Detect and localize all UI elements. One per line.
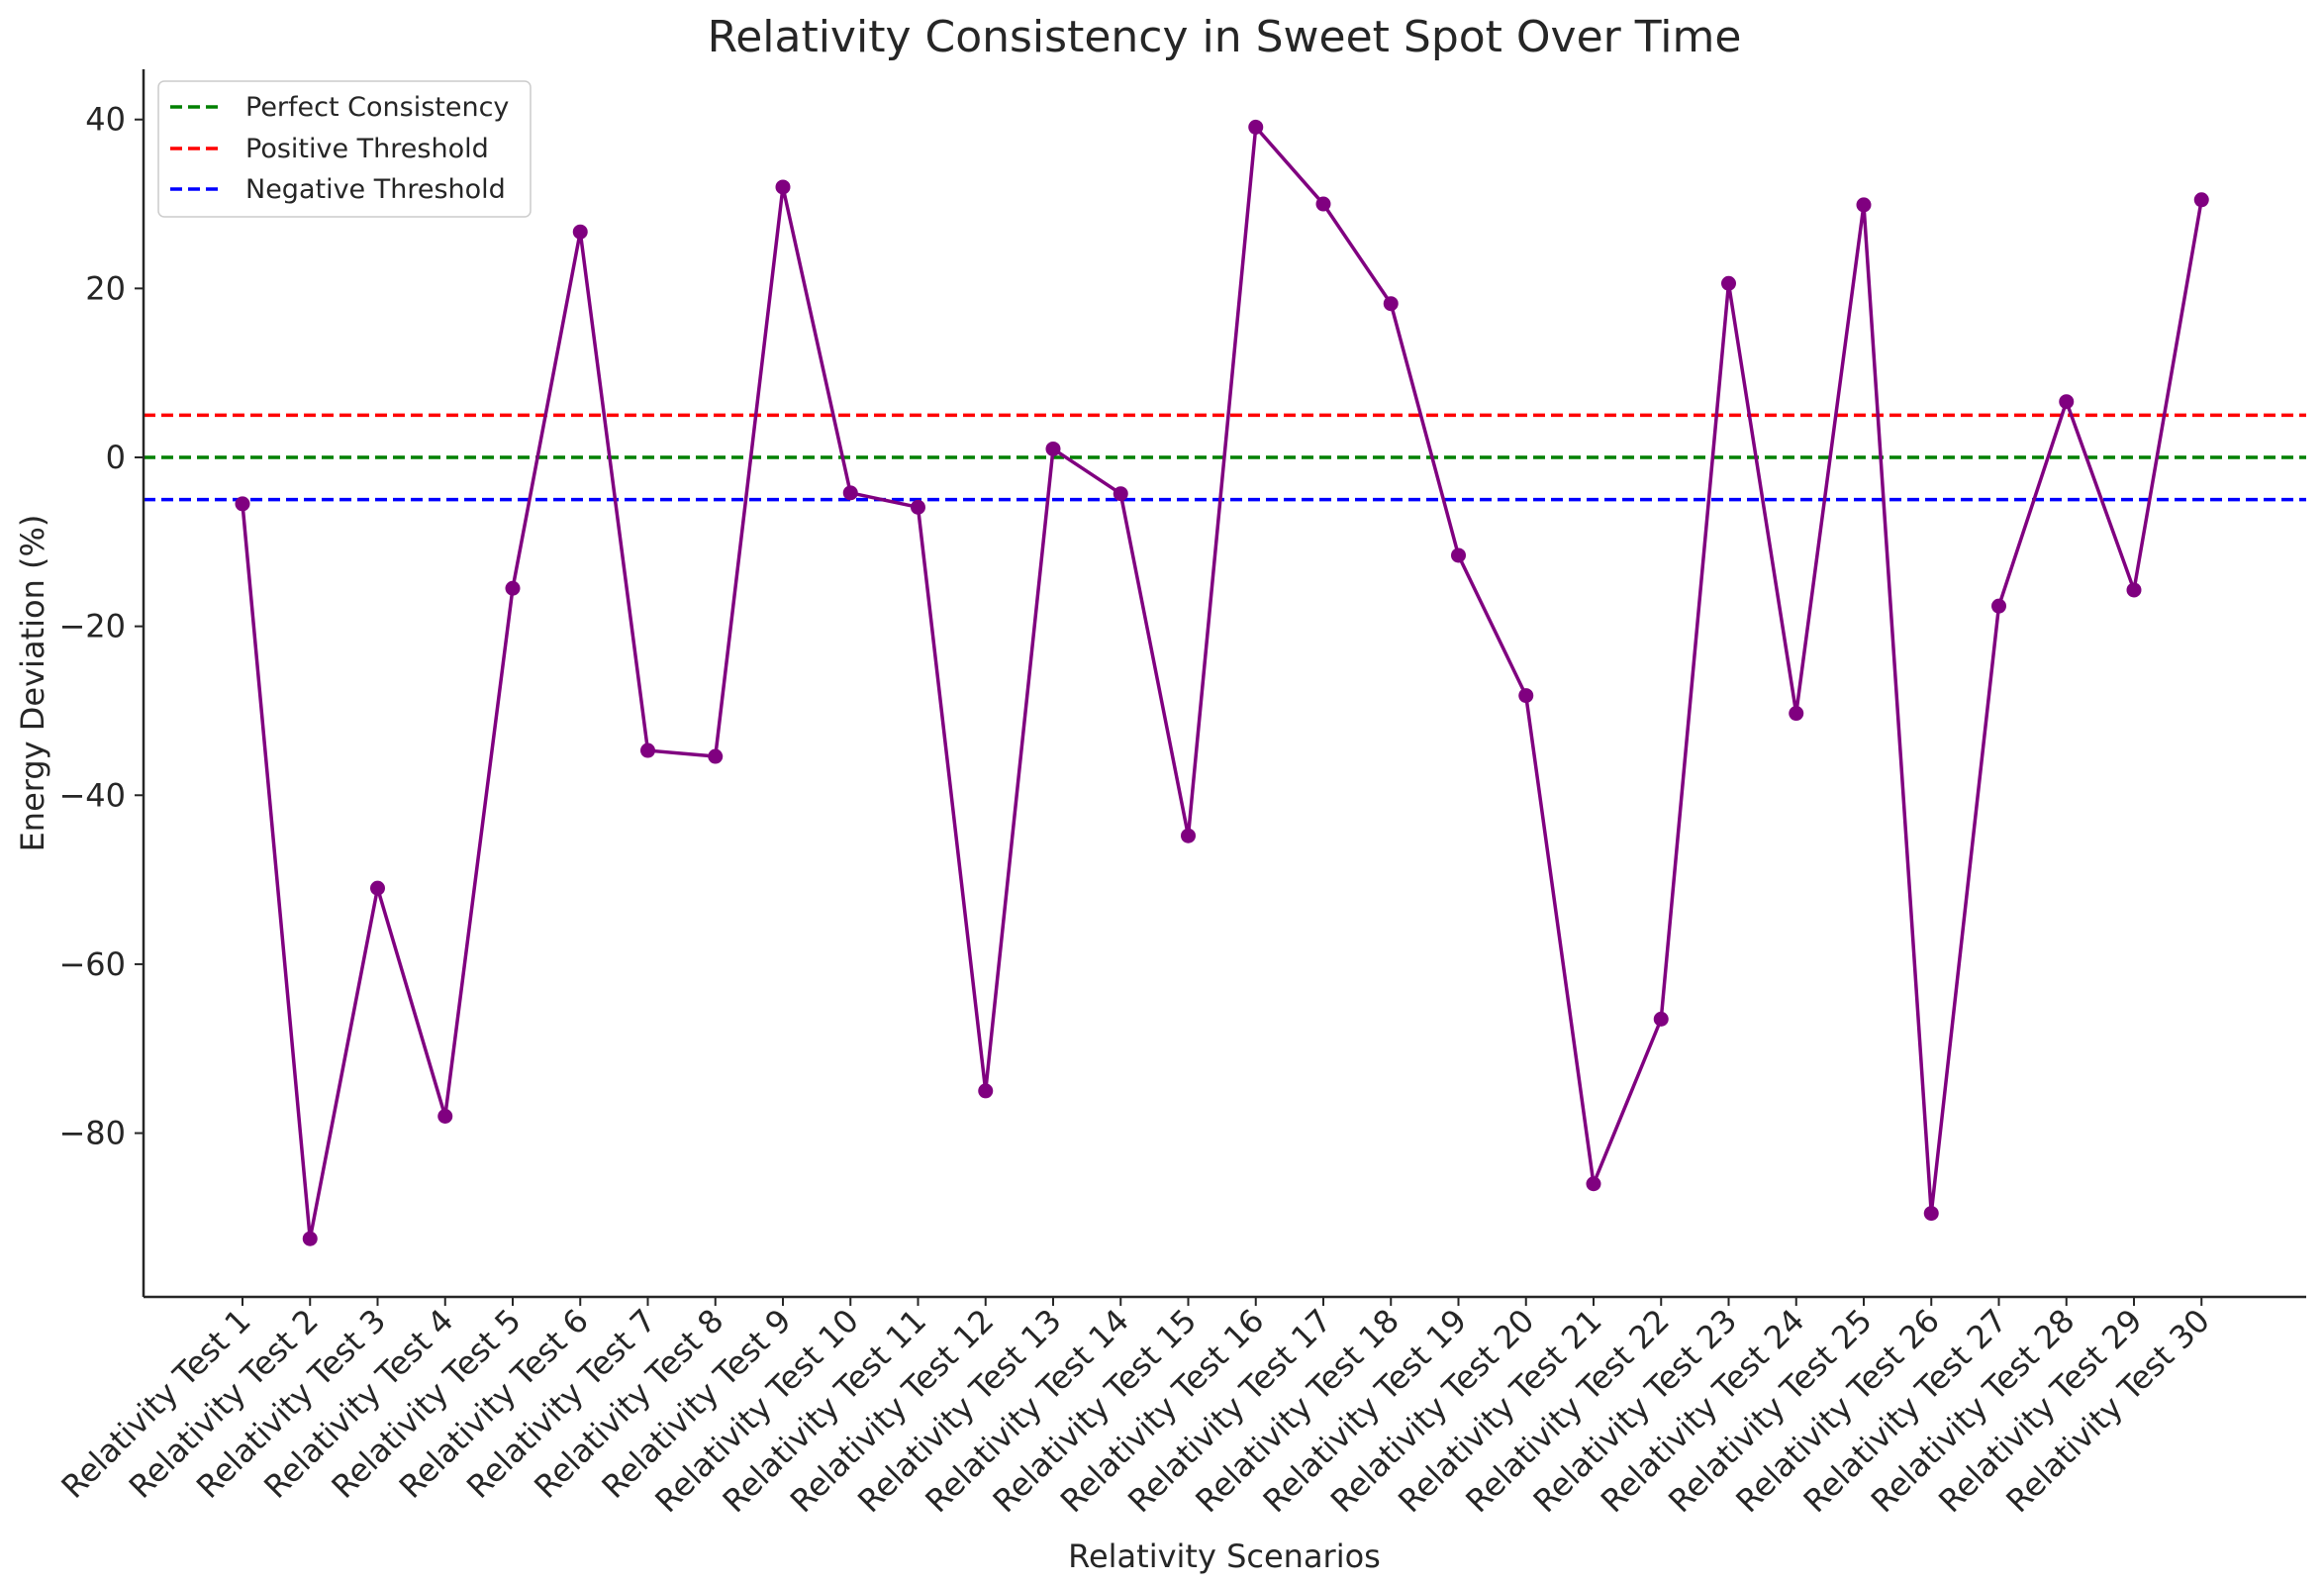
data-point <box>505 580 521 596</box>
data-series <box>235 119 2209 1246</box>
data-point <box>370 880 385 896</box>
data-point <box>640 743 655 758</box>
data-point <box>1653 1011 1669 1027</box>
y-axis-label: Energy Deviation (%) <box>14 515 51 852</box>
y-tick-label: 20 <box>85 269 126 307</box>
data-point <box>1586 1176 1601 1192</box>
data-point <box>2193 192 2209 208</box>
axes <box>142 69 2306 1299</box>
y-tick-label: 0 <box>106 439 126 476</box>
data-point <box>708 748 724 764</box>
data-point <box>2126 582 2142 598</box>
data-point <box>1045 441 1061 456</box>
data-point <box>1383 296 1399 312</box>
series-line <box>241 125 2203 1240</box>
data-point <box>1518 688 1534 704</box>
data-point <box>1856 197 1872 213</box>
legend-label-negative-threshold: Negative Threshold <box>245 174 506 205</box>
data-point <box>302 1231 318 1246</box>
reference-lines <box>144 413 2306 502</box>
data-point <box>1113 486 1128 502</box>
data-point <box>235 496 250 512</box>
legend: Perfect Consistency Positive Threshold N… <box>157 80 532 218</box>
y-ticks: 40 20 0 −20 −40 −60 −80 <box>58 101 144 1152</box>
legend-box <box>157 80 532 218</box>
data-point <box>1991 598 2006 614</box>
data-point <box>1181 828 1196 843</box>
data-point <box>1248 119 1264 135</box>
data-point <box>911 499 925 515</box>
data-point <box>775 179 791 195</box>
data-point <box>572 224 588 240</box>
y-tick-label: −40 <box>58 776 126 814</box>
legend-label-positive-threshold: Positive Threshold <box>245 134 489 164</box>
data-point <box>2059 394 2075 410</box>
data-point <box>437 1108 453 1124</box>
data-point <box>1923 1206 1939 1222</box>
data-point <box>1451 547 1466 563</box>
data-point <box>978 1083 994 1099</box>
data-point <box>1789 706 1804 722</box>
y-tick-label: −80 <box>58 1115 126 1152</box>
y-tick-label: −20 <box>58 608 126 645</box>
legend-label-perfect-consistency: Perfect Consistency <box>245 92 509 123</box>
x-axis-label: Relativity Scenarios <box>1068 1537 1381 1575</box>
data-point <box>1315 196 1331 212</box>
chart-title: Relativity Consistency in Sweet Spot Ove… <box>708 12 1742 62</box>
data-point <box>842 485 858 501</box>
y-tick-label: 40 <box>85 101 126 139</box>
y-tick-label: −60 <box>58 945 126 983</box>
data-point <box>1721 275 1736 291</box>
